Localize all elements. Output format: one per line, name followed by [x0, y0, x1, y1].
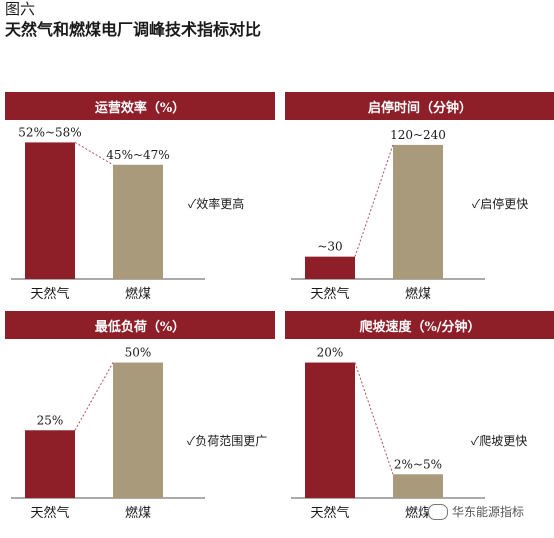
data-label: 2%~5% — [394, 457, 442, 471]
category-label: 天然气 — [310, 286, 349, 302]
chart-startup-time: 启停时间（分钟） ~30 天然气 120~240 燃煤 ✓启停更快 — [285, 92, 554, 317]
data-label: 120~240 — [390, 128, 446, 142]
figure-title: 天然气和燃煤电厂调峰技术指标对比 — [5, 20, 262, 39]
data-label: 52%~58% — [18, 125, 81, 139]
connector-line — [354, 144, 394, 257]
category-label: 燃煤 — [125, 505, 151, 521]
watermark: 华东能源指标 — [428, 503, 525, 520]
chart-plot: 52%~58% 天然气 45%~47% 燃煤 — [11, 125, 205, 302]
category-label: 天然气 — [30, 505, 69, 521]
category-label: 天然气 — [30, 286, 69, 302]
data-label: 20% — [317, 346, 344, 360]
chart-title: 运营效率（%） — [5, 92, 275, 120]
chart-note: ✓负荷范围更广 — [187, 434, 268, 448]
chart-note: ✓爬坡更快 — [471, 434, 528, 448]
chart-title: 爬坡速度（%/分钟） — [285, 311, 554, 339]
bar-coal — [393, 474, 443, 498]
category-label: 燃煤 — [405, 286, 431, 302]
bar-gas — [25, 430, 75, 498]
bar-gas — [25, 142, 75, 279]
watermark-text: 华东能源指标 — [452, 505, 525, 519]
chart-ramp-rate: 爬坡速度（%/分钟） 20% 天然气 2%~5% 燃煤 ✓爬坡更快 — [285, 311, 554, 536]
category-label: 燃煤 — [125, 286, 151, 302]
chart-title: 启停时间（分钟） — [285, 92, 554, 120]
data-label: 45%~47% — [106, 148, 169, 162]
bar-coal — [113, 164, 163, 279]
connector-line — [74, 141, 114, 166]
category-label: 燃煤 — [405, 505, 431, 521]
chart-note: ✓效率更高 — [188, 197, 245, 211]
wechat-icon — [428, 503, 448, 520]
chart-plot: 20% 天然气 2%~5% 燃煤 — [291, 346, 485, 521]
chart-min-load: 最低负荷（%） 25% 天然气 50% 燃煤 ✓负荷范围更广 — [5, 311, 277, 536]
connector-line — [74, 362, 114, 431]
category-label: 天然气 — [310, 505, 349, 521]
chart-efficiency: 运营效率（%） 52%~58% 天然气 45%~47% 燃煤 ✓效率更高 — [5, 92, 277, 317]
connector-line — [354, 362, 394, 475]
chart-note: ✓启停更快 — [472, 197, 529, 211]
data-label: 50% — [125, 346, 152, 360]
bar-coal — [393, 144, 443, 279]
data-label: ~30 — [317, 240, 342, 254]
bar-gas — [305, 256, 355, 279]
chart-plot: 25% 天然气 50% 燃煤 — [11, 346, 205, 521]
data-label: 25% — [37, 413, 64, 427]
figure-label: 图六 — [5, 0, 36, 18]
chart-title: 最低负荷（%） — [5, 311, 275, 339]
bar-gas — [305, 362, 355, 498]
bar-coal — [113, 362, 163, 498]
chart-plot: ~30 天然气 120~240 燃煤 — [291, 128, 485, 302]
